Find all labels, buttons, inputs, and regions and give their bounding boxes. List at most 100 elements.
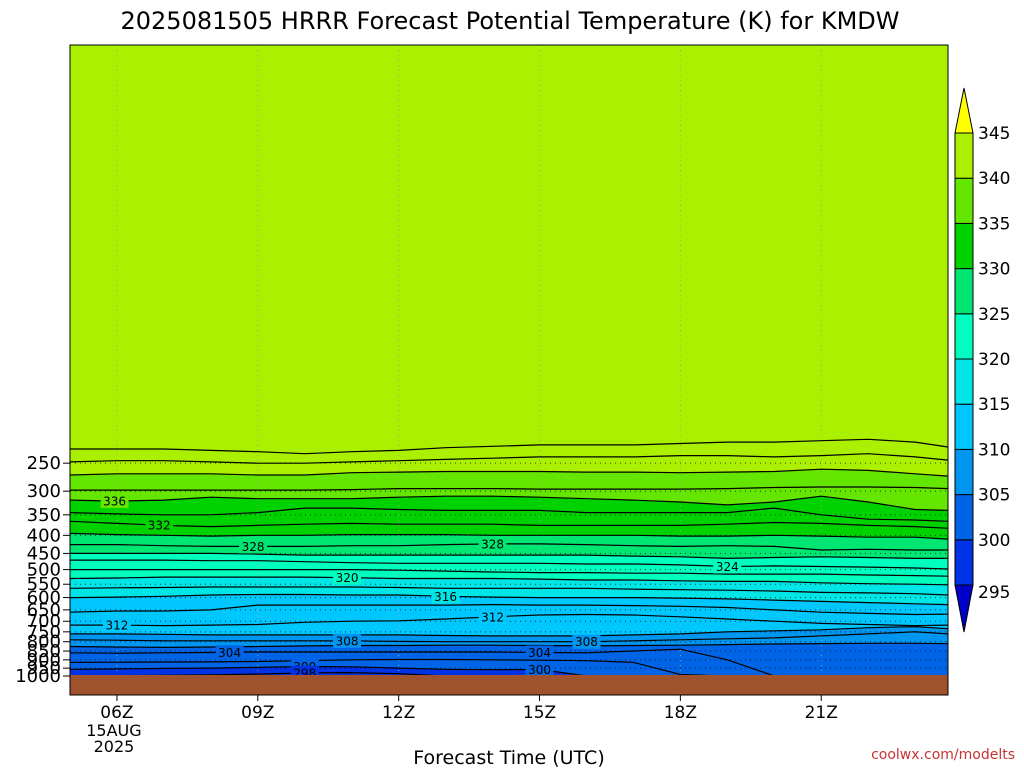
y-tick-label: 900 [27, 650, 61, 671]
y-tick-label: 400 [27, 525, 61, 546]
watermark-link[interactable]: coolwx.com/modelts [871, 747, 1015, 763]
x-tick-sublabel: 15AUG [86, 721, 141, 740]
contour-label: 308 [575, 635, 598, 649]
band-fill [70, 543, 948, 559]
contour-label: 332 [148, 519, 171, 533]
colorbar-segment [954, 222, 974, 270]
y-tick-label: 1000 [15, 666, 61, 687]
pressure-axis: 250 300 3504004505005506006507007508008509… [15, 453, 70, 687]
y-tick-label: 700 [27, 611, 61, 632]
isentrope-line [70, 453, 948, 464]
isentrope-line [70, 532, 948, 540]
y-tick-label: 450 [27, 543, 61, 564]
band-fill [70, 453, 948, 477]
colorbar-segment [954, 539, 974, 586]
colorbar-label: 315 [978, 395, 1010, 415]
band-fill [70, 649, 948, 676]
contour-label-bg [478, 536, 507, 551]
colorbar: 295 300 305 310 315 320 325 330 335 340 345 [954, 87, 1010, 633]
y-tick-label: 300 [27, 481, 61, 502]
colorbar-label: 340 [978, 169, 1010, 189]
colorbar-label: 330 [978, 260, 1010, 280]
band-fill [70, 626, 948, 642]
colorbar-label: 335 [978, 214, 1010, 234]
contour-label-bg [525, 645, 554, 660]
contour-label: 312 [481, 610, 504, 624]
isentrope-line [70, 552, 948, 560]
colorbar-label: 310 [978, 440, 1010, 460]
contour-label: 328 [242, 540, 265, 554]
contour-label-bg [572, 634, 601, 649]
y-tick-label: 650 [27, 600, 61, 621]
contour-label-bg [239, 539, 268, 554]
contour-label: 304 [528, 646, 551, 660]
colorbar-segment [954, 494, 974, 541]
contour-label: 304 [218, 646, 241, 660]
x-axis-label: Forecast Time (UTC) [413, 747, 604, 768]
contour-label: 300 [528, 663, 551, 677]
y-tick-label: 800 [27, 632, 61, 653]
colorbar-label: 305 [978, 486, 1010, 506]
contour-label-bg [102, 618, 131, 633]
contour-label-bg [713, 559, 742, 574]
colorbar-segment [954, 313, 974, 360]
colorbar-segment [954, 268, 974, 315]
isentrope-line [70, 576, 948, 586]
y-tick-label: 500 [27, 560, 61, 581]
isentrope-line [70, 438, 948, 455]
y-tick-label: 950 [27, 658, 61, 679]
colorbar-segment [954, 448, 974, 496]
band-fill [70, 659, 948, 676]
isentrope-line [70, 543, 948, 551]
contour-label-bg [145, 518, 174, 533]
colorbar-segment [954, 132, 974, 179]
contour-label-bg [215, 645, 244, 660]
colorbar-label: 325 [978, 305, 1010, 325]
contour-label-bg [333, 570, 362, 585]
isentrope-line [70, 569, 948, 577]
contour-label: 320 [336, 571, 359, 585]
contour-label: 328 [481, 537, 504, 551]
y-tick-label: 350 [27, 505, 61, 526]
isentrope-line [70, 593, 948, 606]
x-tick-label: 21Z [805, 703, 838, 723]
contour-label-bg [333, 633, 362, 648]
contour-labels: 336 332 328 328 324 320 316 312 312 308 308 304 304 3… [100, 494, 742, 680]
chart-title: 2025081505 HRRR Forecast Potential Tempe… [120, 7, 899, 35]
colorbar-label: 320 [978, 350, 1010, 370]
isentrope-line [70, 631, 948, 643]
colorbar-label: 345 [978, 124, 1010, 144]
colorbar-segment [954, 177, 974, 224]
x-tick-label: 18Z [664, 703, 697, 723]
isentrope-line [70, 603, 948, 616]
colorbar-segment [954, 403, 974, 450]
y-tick-label: 750 [27, 622, 61, 643]
band-fill [70, 45, 948, 454]
band-fill [70, 469, 948, 491]
isentrope-line [70, 613, 948, 627]
colorbar-extend-bottom [954, 584, 974, 633]
isentrope-line [70, 586, 948, 596]
y-tick-label: 550 [27, 574, 61, 595]
contour-label-bg [100, 494, 129, 509]
x-tick-label: 12Z [382, 703, 415, 723]
band-fill [70, 508, 948, 529]
isentrope-line [70, 468, 948, 477]
plot-frame [69, 44, 949, 696]
contour-label-bg [478, 609, 507, 624]
x-tick-label: 06Z [100, 703, 133, 723]
contour-label: 336 [103, 495, 126, 509]
isentrope-line [70, 507, 948, 522]
colorbar-label: 295 [978, 583, 1010, 603]
isentrope-line [70, 520, 948, 529]
contour-label: 308 [336, 634, 359, 648]
isentrope-line [70, 495, 948, 511]
band-fill [70, 604, 948, 626]
colorbar-extend-top [954, 87, 974, 134]
y-tick-label: 850 [27, 641, 61, 662]
colorbar-label: 300 [978, 531, 1010, 551]
band-fill [70, 631, 948, 648]
contour-label-bg [525, 662, 554, 677]
